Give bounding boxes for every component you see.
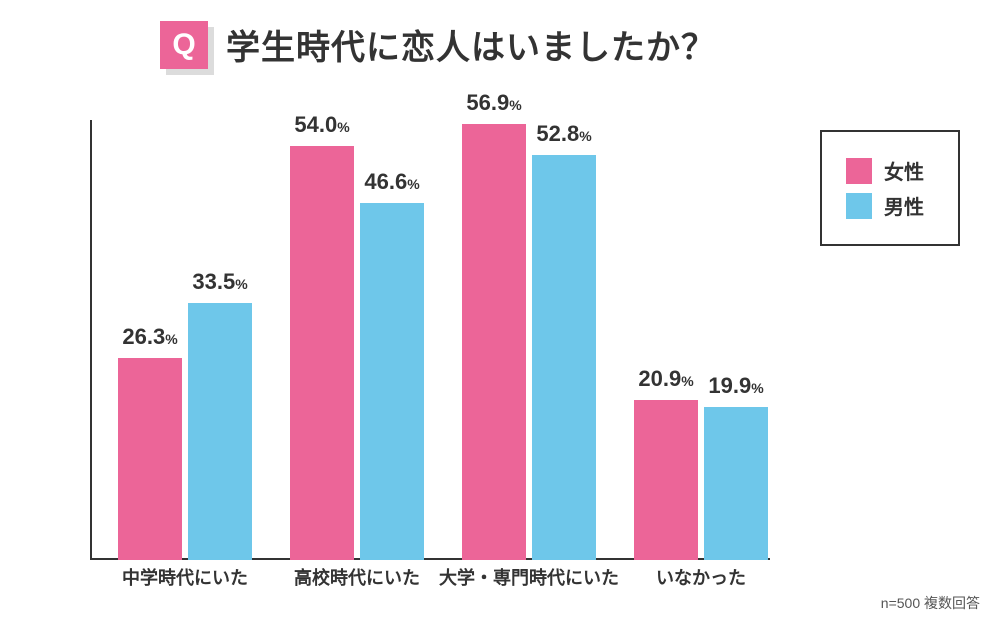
legend-swatch (846, 158, 872, 184)
title-row: Q 学生時代に恋人はいましたか？ (160, 20, 716, 69)
legend-swatch (846, 193, 872, 219)
x-axis-label: 中学時代にいた (122, 564, 248, 590)
bar: 19.9% (704, 407, 768, 560)
bar: 26.3% (118, 358, 182, 560)
bar-group: 26.3%33.5% (118, 303, 252, 560)
bar-value-label: 56.9% (466, 90, 521, 116)
bar: 33.5% (188, 303, 252, 560)
bar-group: 20.9%19.9% (634, 400, 768, 560)
bar: 52.8% (532, 155, 596, 560)
bar-value-label: 46.6% (364, 169, 419, 195)
legend-item: 女性 (846, 156, 924, 185)
x-axis-label: 大学・専門時代にいた (439, 564, 619, 590)
bar-group: 54.0%46.6% (290, 146, 424, 560)
bar-value-label: 26.3% (122, 324, 177, 350)
bar: 56.9% (462, 124, 526, 560)
q-badge-letter: Q (172, 28, 195, 62)
bar: 46.6% (360, 203, 424, 560)
y-axis (90, 120, 92, 560)
chart: 26.3%33.5%54.0%46.6%56.9%52.8%20.9%19.9% (90, 100, 770, 560)
x-axis-label: いなかった (656, 564, 746, 590)
bar-group: 56.9%52.8% (462, 124, 596, 560)
bar: 54.0% (290, 146, 354, 560)
legend-item: 男性 (846, 191, 924, 220)
bar-value-label: 52.8% (536, 121, 591, 147)
chart-plot: 26.3%33.5%54.0%46.6%56.9%52.8%20.9%19.9% (90, 100, 770, 560)
footnote: n=500 複数回答 (881, 593, 980, 613)
bar-value-label: 54.0% (294, 112, 349, 138)
q-badge-box: Q (160, 21, 208, 69)
page-title: 学生時代に恋人はいましたか？ (226, 20, 716, 69)
legend: 女性男性 (820, 130, 960, 246)
bar-value-label: 33.5% (192, 269, 247, 295)
x-axis-label: 高校時代にいた (294, 564, 420, 590)
bar-value-label: 19.9% (708, 373, 763, 399)
legend-label: 女性 (884, 156, 924, 185)
bar-value-label: 20.9% (638, 366, 693, 392)
x-labels: 中学時代にいた 高校時代にいた大学・専門時代にいた いなかった (90, 564, 770, 594)
legend-label: 男性 (884, 191, 924, 220)
bar: 20.9% (634, 400, 698, 560)
q-badge: Q (160, 21, 208, 69)
